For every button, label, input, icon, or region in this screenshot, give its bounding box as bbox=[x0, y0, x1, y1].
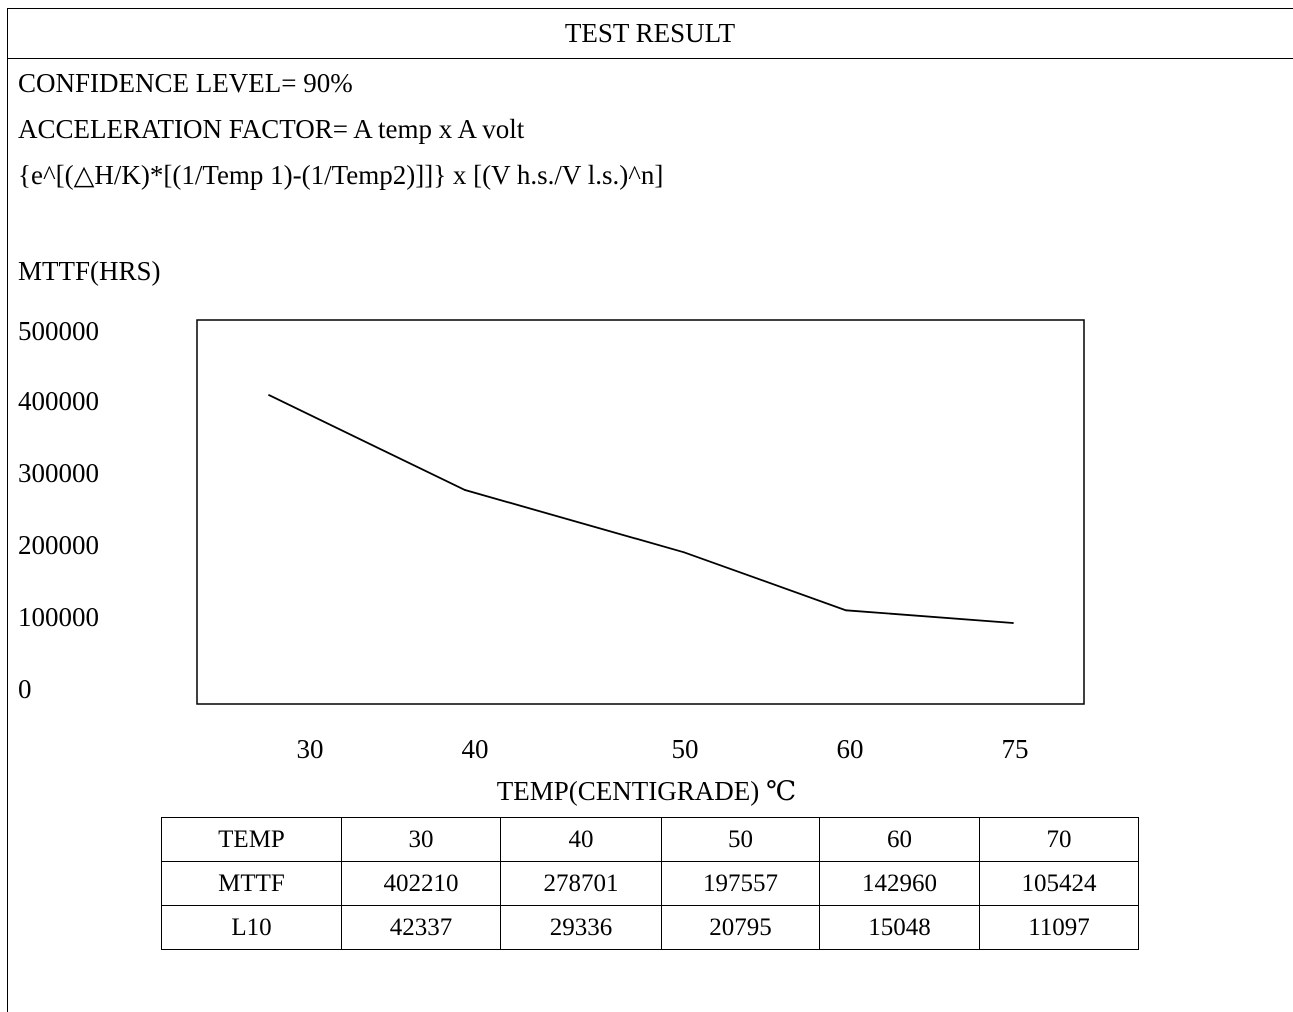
table-cell: 30 bbox=[341, 817, 501, 862]
mttf-series-line bbox=[268, 394, 1014, 624]
table-row: L10 42337 29336 20795 15048 11097 bbox=[161, 905, 1139, 950]
table-cell: 278701 bbox=[500, 861, 662, 906]
data-point bbox=[268, 394, 270, 397]
y-tick-label: 300000 bbox=[18, 458, 99, 488]
page-title: TEST RESULT bbox=[7, 8, 1293, 59]
x-tick-label: 75 bbox=[1001, 734, 1029, 764]
y-axis-label: MTTF(HRS) bbox=[18, 256, 161, 286]
y-tick-label: 400000 bbox=[18, 386, 99, 416]
row-header: L10 bbox=[161, 905, 342, 950]
table-cell: 42337 bbox=[341, 905, 501, 950]
table-cell: 15048 bbox=[819, 905, 980, 950]
data-point bbox=[683, 551, 685, 554]
page-title-text: TEST RESULT bbox=[564, 17, 736, 48]
data-point bbox=[464, 489, 466, 491]
plot-frame bbox=[196, 319, 1085, 705]
table-cell: 20795 bbox=[661, 905, 820, 950]
y-tick-label: 200000 bbox=[18, 530, 99, 560]
table-cell: 142960 bbox=[819, 861, 980, 906]
table-row: MTTF 402210 278701 197557 142960 105424 bbox=[161, 861, 1139, 906]
data-point bbox=[845, 609, 847, 612]
confidence-level: CONFIDENCE LEVEL= 90% bbox=[18, 68, 353, 98]
row-header: TEMP bbox=[161, 817, 342, 862]
table-cell: 70 bbox=[979, 817, 1139, 862]
x-axis-label: TEMP(CENTIGRADE) ℃ bbox=[496, 776, 797, 806]
data-point bbox=[1012, 622, 1014, 624]
acceleration-factor: ACCELERATION FACTOR= A temp x A volt bbox=[18, 114, 525, 144]
table-cell: 60 bbox=[819, 817, 980, 862]
table-cell: 29336 bbox=[500, 905, 662, 950]
x-tick-label: 60 bbox=[836, 734, 864, 764]
table-row: TEMP 30 40 50 60 70 bbox=[161, 817, 1139, 862]
y-tick-label: 500000 bbox=[18, 316, 99, 346]
table-cell: 402210 bbox=[341, 861, 501, 906]
y-tick-label: 0 bbox=[18, 674, 32, 704]
table-cell: 40 bbox=[500, 817, 662, 862]
row-header: MTTF bbox=[161, 861, 342, 906]
table-cell: 197557 bbox=[661, 861, 820, 906]
table-cell: 11097 bbox=[979, 905, 1139, 950]
page-frame bbox=[7, 8, 1293, 1012]
x-tick-label: 30 bbox=[296, 734, 324, 764]
table-cell: 105424 bbox=[979, 861, 1139, 906]
x-tick-label: 40 bbox=[461, 734, 489, 764]
y-tick-label: 100000 bbox=[18, 602, 99, 632]
data-table: TEMP 30 40 50 60 70 MTTF 402210 278701 197557 1429… bbox=[161, 817, 1139, 950]
table-cell: 50 bbox=[661, 817, 820, 862]
acceleration-formula: {e^[(△H/K)*[(1/Temp 1)-(1/Temp2)]]} x [(… bbox=[18, 160, 664, 190]
x-tick-label: 50 bbox=[671, 734, 699, 764]
